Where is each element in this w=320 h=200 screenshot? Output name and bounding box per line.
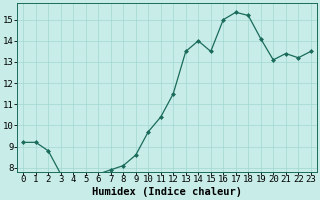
- X-axis label: Humidex (Indice chaleur): Humidex (Indice chaleur): [92, 187, 242, 197]
